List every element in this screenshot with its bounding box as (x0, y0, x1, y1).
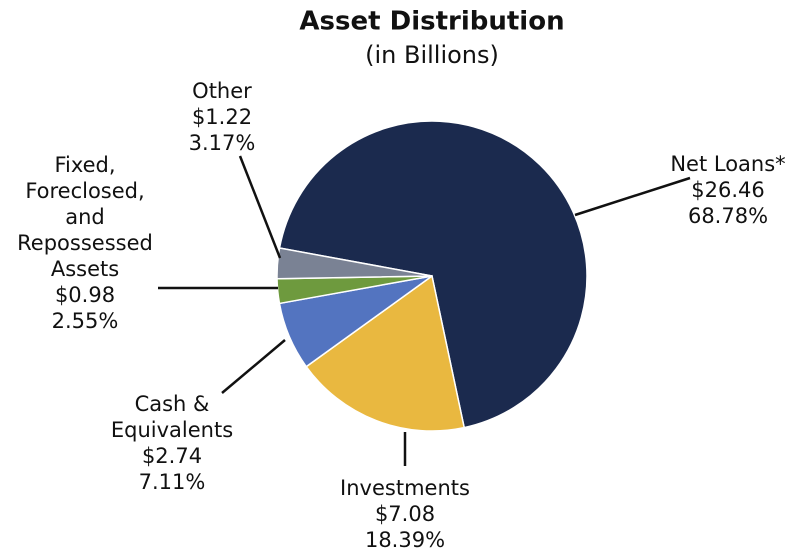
pie-slice (276, 247, 433, 280)
slice-label: Fixed, (54, 153, 115, 177)
amount-label: $1.22 (192, 105, 252, 129)
amount-label: $0.98 (55, 283, 115, 307)
value-label: 7.11% (139, 470, 206, 494)
leader-line (574, 176, 691, 217)
amount-label: $2.74 (142, 444, 202, 468)
value-label: 3.17% (189, 131, 256, 155)
chart-title: Asset Distribution (299, 7, 564, 37)
pie-slice (278, 120, 588, 429)
value-label: 68.78% (688, 204, 768, 228)
value-label: 2.55% (52, 309, 119, 333)
leader-line (238, 155, 282, 259)
slice-label: Assets (51, 257, 119, 281)
value-label: 18.39% (365, 528, 445, 551)
slice-label: Cash & (135, 392, 210, 416)
leader-line (221, 339, 286, 394)
chart-subtitle: (in Billions) (365, 41, 499, 69)
pie-slice (305, 274, 466, 432)
slice-label: Other (192, 79, 252, 103)
slice-label: Repossessed (17, 231, 153, 255)
slice-label: Investments (340, 476, 470, 500)
amount-label: $7.08 (375, 502, 435, 526)
slice-label: Equivalents (111, 418, 233, 442)
slice-label: and (65, 205, 105, 229)
amount-label: $26.46 (691, 178, 764, 202)
slice-label: Net Loans* (670, 152, 785, 176)
slice-label: Foreclosed, (25, 179, 144, 203)
